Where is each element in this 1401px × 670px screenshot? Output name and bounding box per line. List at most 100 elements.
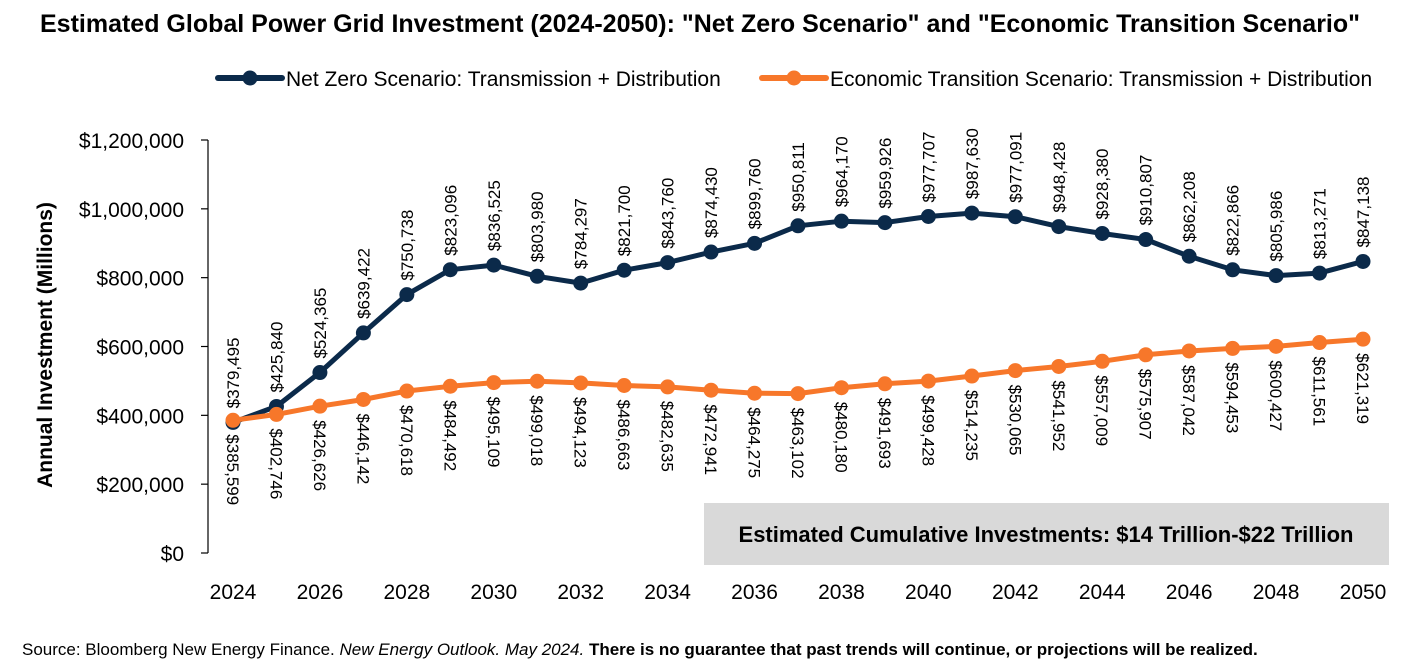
data-point: [225, 412, 241, 428]
legend-swatch-marker: [786, 70, 802, 86]
data-point: [529, 373, 545, 389]
data-point: [355, 325, 371, 341]
legend: Net Zero Scenario: Transmission + Distri…: [215, 68, 1372, 91]
data-point: [1007, 363, 1023, 379]
data-point: [573, 275, 589, 291]
data-label-economic-transition: $463,102: [788, 408, 807, 479]
disclaimer: There is no guarantee that past trends w…: [584, 640, 1258, 659]
data-point: [1181, 343, 1197, 359]
data-point: [442, 378, 458, 394]
data-label-economic-transition: $446,142: [353, 413, 372, 484]
data-point: [1268, 338, 1284, 354]
data-point: [964, 205, 980, 221]
legend-item-net-zero: Net Zero Scenario: Transmission + Distri…: [215, 68, 721, 91]
data-label-economic-transition: $557,009: [1092, 375, 1111, 446]
data-point: [486, 375, 502, 391]
data-point: [920, 209, 936, 225]
data-label-economic-transition: $499,428: [918, 395, 937, 466]
data-point: [1225, 340, 1241, 356]
data-label-net-zero: $639,422: [354, 248, 373, 319]
legend-label: Economic Transition Scenario: Transmissi…: [830, 68, 1372, 91]
data-label-economic-transition: $611,561: [1310, 357, 1329, 427]
data-label-economic-transition: $587,042: [1179, 365, 1198, 436]
data-label-economic-transition: $541,952: [1049, 380, 1068, 451]
data-point: [399, 383, 415, 399]
data-label-economic-transition: $402,746: [266, 428, 285, 499]
x-tick-label: 2034: [644, 581, 691, 604]
annotation-background: [704, 503, 1389, 565]
data-point: [747, 235, 763, 251]
data-point: [660, 379, 676, 395]
data-label-net-zero: $836,525: [485, 180, 504, 251]
data-point: [268, 406, 284, 422]
x-tick-label: 2030: [470, 581, 517, 604]
data-point: [1007, 209, 1023, 225]
y-tick-label: $600,000: [96, 337, 184, 360]
data-point: [616, 378, 632, 394]
series-layer: [225, 205, 1371, 430]
data-label-economic-transition: $600,427: [1266, 360, 1285, 431]
data-point: [1138, 347, 1154, 363]
data-point: [1225, 262, 1241, 278]
data-label-layer: $379,495 $425,840 $524,365 $639,422 $750,738…: [223, 128, 1373, 505]
x-tick-label: 2040: [905, 581, 952, 604]
data-label-net-zero: $425,840: [267, 322, 286, 393]
data-label-economic-transition: $472,941: [701, 404, 720, 475]
series-economic-transition: [225, 331, 1371, 428]
data-point: [442, 262, 458, 278]
data-point: [529, 268, 545, 284]
data-label-economic-transition: $464,275: [745, 407, 764, 478]
x-tick-label: 2042: [992, 581, 1039, 604]
x-axis: 2024 2026 2028 2030 2032 2034 2036 2038 2040 2042…: [210, 581, 1387, 604]
data-point: [312, 365, 328, 381]
data-label-economic-transition: $621,319: [1353, 353, 1372, 424]
annotation-box: Estimated Cumulative Investments: $14 Tr…: [704, 503, 1389, 565]
data-label-economic-transition: $494,123: [571, 397, 590, 468]
data-point: [920, 373, 936, 389]
data-point: [1138, 232, 1154, 248]
data-point: [703, 382, 719, 398]
source-italic: New Energy Outlook. May 2024.: [340, 640, 585, 659]
data-point: [1355, 331, 1371, 347]
y-tick-label: $400,000: [96, 405, 184, 428]
y-tick-label: $1,000,000: [79, 199, 184, 222]
x-tick-label: 2050: [1340, 581, 1387, 604]
data-label-net-zero: $987,630: [963, 128, 982, 199]
x-tick-label: 2048: [1253, 581, 1300, 604]
data-label-economic-transition: $575,907: [1136, 369, 1155, 440]
data-label-economic-transition: $486,663: [614, 400, 633, 471]
x-tick-label: 2038: [818, 581, 865, 604]
data-point: [877, 376, 893, 392]
x-tick-label: 2044: [1079, 581, 1126, 604]
data-label-net-zero: $821,700: [615, 185, 634, 256]
data-point: [1181, 248, 1197, 264]
data-point: [790, 386, 806, 402]
data-point: [1355, 253, 1371, 269]
data-point: [833, 213, 849, 229]
data-label-economic-transition: $491,693: [875, 398, 894, 469]
x-tick-label: 2028: [383, 581, 430, 604]
data-point: [964, 368, 980, 384]
x-tick-label: 2032: [557, 581, 604, 604]
data-point: [703, 244, 719, 260]
data-label-net-zero: $843,760: [659, 178, 678, 249]
x-tick-label: 2026: [297, 581, 344, 604]
data-point: [355, 391, 371, 407]
y-tick-label: $200,000: [96, 474, 184, 497]
series-net-zero: [225, 205, 1371, 430]
data-point: [1051, 358, 1067, 374]
data-point: [790, 218, 806, 234]
y-tick-label: $800,000: [96, 268, 184, 291]
data-point: [747, 385, 763, 401]
y-tick-label: $0: [161, 543, 184, 566]
data-label-economic-transition: $514,235: [962, 390, 981, 461]
data-label-net-zero: $805,986: [1267, 191, 1286, 262]
data-label-net-zero: $750,738: [398, 210, 417, 281]
data-label-economic-transition: $495,109: [484, 397, 503, 468]
data-label-net-zero: $379,495: [224, 337, 243, 408]
data-label-net-zero: $823,096: [441, 185, 460, 256]
data-label-net-zero: $928,380: [1093, 149, 1112, 220]
data-label-net-zero: $959,926: [876, 138, 895, 209]
source-prefix: Source: Bloomberg New Energy Finance.: [22, 640, 340, 659]
